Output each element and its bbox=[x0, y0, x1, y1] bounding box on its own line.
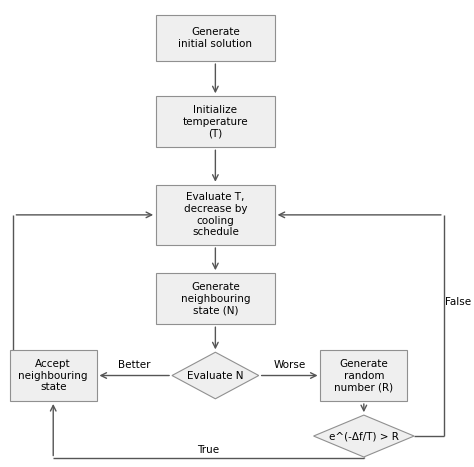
Polygon shape bbox=[314, 415, 414, 457]
Polygon shape bbox=[172, 352, 259, 399]
Text: Better: Better bbox=[118, 360, 151, 370]
Text: Worse: Worse bbox=[273, 360, 306, 370]
FancyBboxPatch shape bbox=[10, 350, 97, 401]
FancyBboxPatch shape bbox=[156, 184, 275, 245]
Text: Accept
neighbouring
state: Accept neighbouring state bbox=[18, 359, 88, 392]
Text: Generate
neighbouring
state (N): Generate neighbouring state (N) bbox=[181, 282, 250, 315]
FancyBboxPatch shape bbox=[156, 273, 275, 324]
Text: Generate
initial solution: Generate initial solution bbox=[178, 27, 252, 49]
Text: Evaluate N: Evaluate N bbox=[187, 370, 244, 381]
FancyBboxPatch shape bbox=[320, 350, 407, 401]
Text: Evaluate T,
decrease by
cooling
schedule: Evaluate T, decrease by cooling schedule bbox=[183, 192, 247, 237]
FancyBboxPatch shape bbox=[156, 14, 275, 61]
Text: True: True bbox=[198, 445, 219, 455]
Text: False: False bbox=[445, 297, 471, 307]
FancyBboxPatch shape bbox=[156, 96, 275, 148]
Text: Generate
random
number (R): Generate random number (R) bbox=[334, 359, 393, 392]
Text: Initialize
temperature
(T): Initialize temperature (T) bbox=[182, 105, 248, 138]
Text: e^(-Δf/T) > R: e^(-Δf/T) > R bbox=[329, 431, 399, 441]
